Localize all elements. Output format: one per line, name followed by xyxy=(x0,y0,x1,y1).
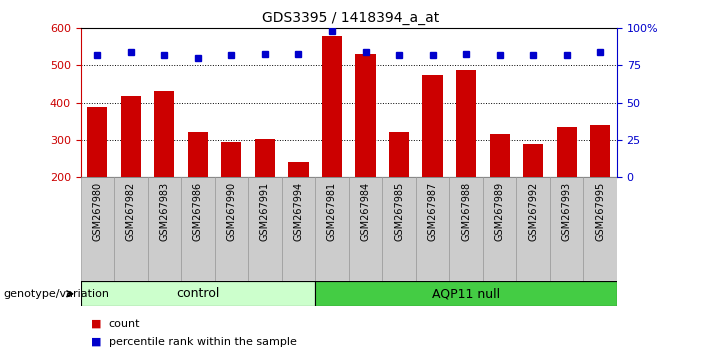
Bar xyxy=(188,132,208,177)
Bar xyxy=(423,75,442,177)
Text: GSM267994: GSM267994 xyxy=(294,182,304,241)
Text: GSM267986: GSM267986 xyxy=(193,182,203,241)
Text: GSM267988: GSM267988 xyxy=(461,182,471,241)
Bar xyxy=(81,177,114,281)
Text: GSM267984: GSM267984 xyxy=(360,182,371,241)
Text: GSM267995: GSM267995 xyxy=(595,182,605,241)
Bar xyxy=(523,144,543,177)
Text: GSM267989: GSM267989 xyxy=(495,182,505,241)
Text: GDS3395 / 1418394_a_at: GDS3395 / 1418394_a_at xyxy=(262,11,439,25)
Text: control: control xyxy=(176,287,219,300)
Text: GSM267991: GSM267991 xyxy=(260,182,270,241)
Bar xyxy=(315,177,349,281)
Text: percentile rank within the sample: percentile rank within the sample xyxy=(109,337,297,347)
Bar xyxy=(590,125,610,177)
Bar xyxy=(389,132,409,177)
Bar xyxy=(355,54,376,177)
Text: GSM267992: GSM267992 xyxy=(528,182,538,241)
Text: AQP11 null: AQP11 null xyxy=(432,287,500,300)
Bar xyxy=(483,177,517,281)
Bar xyxy=(489,134,510,177)
Text: GSM267982: GSM267982 xyxy=(126,182,136,241)
Bar xyxy=(322,36,342,177)
Text: GSM267985: GSM267985 xyxy=(394,182,404,241)
Bar xyxy=(583,177,617,281)
Bar xyxy=(288,162,308,177)
Bar xyxy=(255,139,275,177)
Bar xyxy=(416,177,449,281)
Bar xyxy=(557,127,577,177)
Text: count: count xyxy=(109,319,140,329)
Bar xyxy=(215,177,248,281)
Text: ■: ■ xyxy=(91,319,102,329)
Bar xyxy=(81,281,315,306)
Bar xyxy=(181,177,215,281)
Bar xyxy=(517,177,550,281)
Bar xyxy=(222,142,241,177)
Text: GSM267981: GSM267981 xyxy=(327,182,337,241)
Bar xyxy=(550,177,583,281)
Bar xyxy=(154,91,175,177)
Bar xyxy=(315,281,617,306)
Bar xyxy=(349,177,382,281)
Bar xyxy=(449,177,483,281)
Bar xyxy=(382,177,416,281)
Bar xyxy=(248,177,282,281)
Bar xyxy=(114,177,148,281)
Bar xyxy=(121,96,141,177)
Bar xyxy=(456,70,476,177)
Text: genotype/variation: genotype/variation xyxy=(4,289,109,299)
Bar xyxy=(282,177,315,281)
Bar xyxy=(88,107,107,177)
Text: GSM267980: GSM267980 xyxy=(93,182,102,241)
Text: GSM267993: GSM267993 xyxy=(562,182,571,241)
Text: GSM267987: GSM267987 xyxy=(428,182,437,241)
Text: ■: ■ xyxy=(91,337,102,347)
Text: GSM267990: GSM267990 xyxy=(226,182,236,241)
Text: GSM267983: GSM267983 xyxy=(159,182,170,241)
Bar xyxy=(148,177,181,281)
